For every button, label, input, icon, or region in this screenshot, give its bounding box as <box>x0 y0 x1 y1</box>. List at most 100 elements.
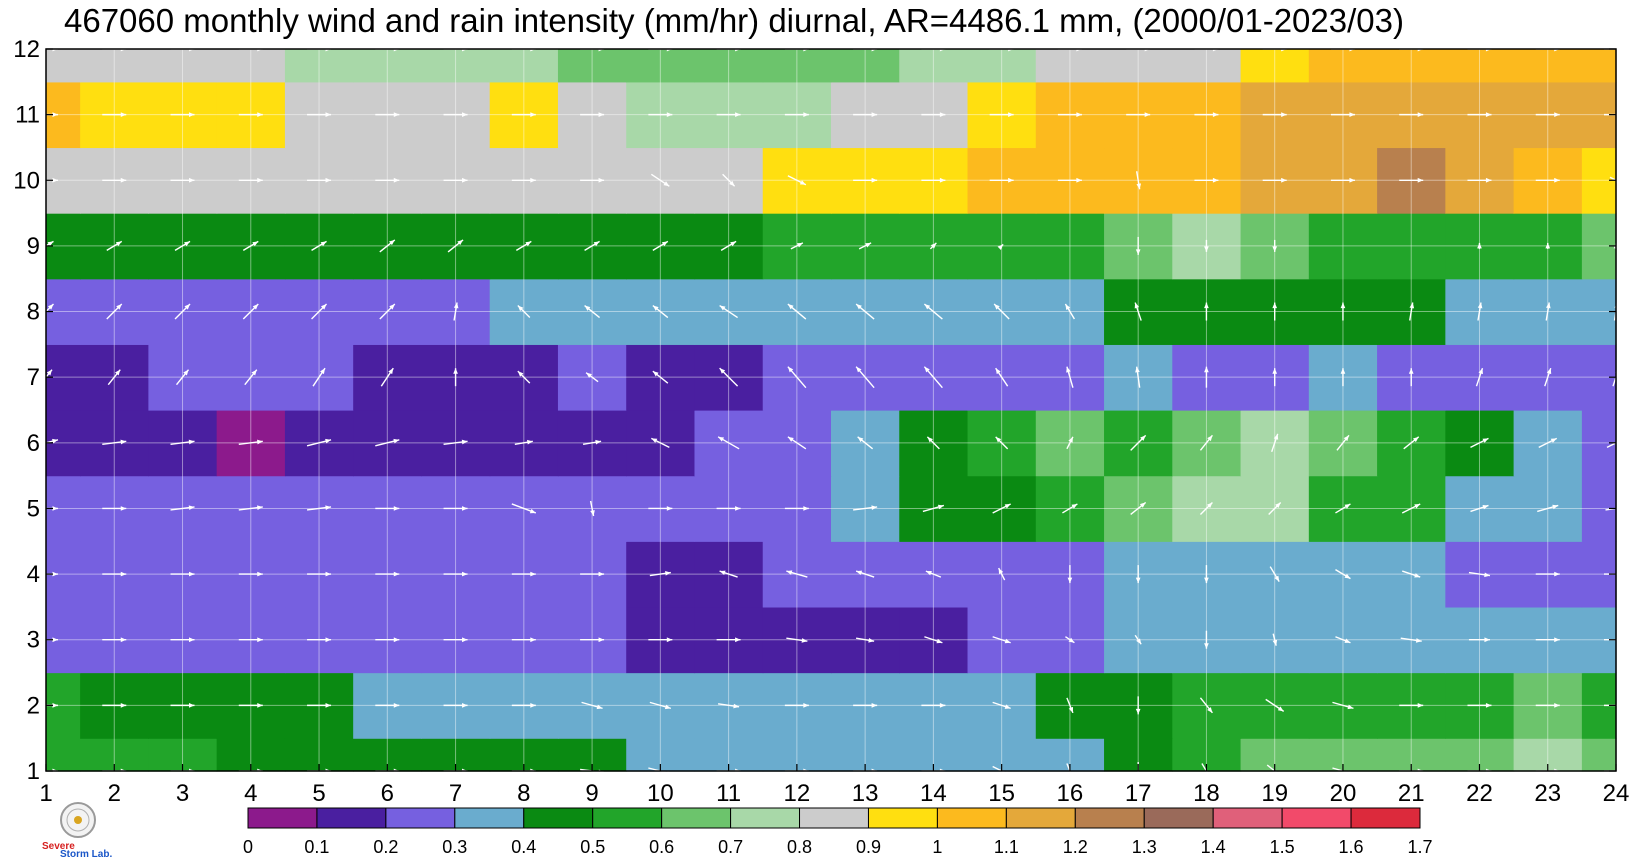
intensity-cell <box>1308 49 1378 83</box>
y-tick-label: 8 <box>27 299 40 326</box>
wind-vector <box>716 637 741 643</box>
wind-vector <box>1535 112 1560 117</box>
wind-vector <box>853 177 878 183</box>
wind-vector <box>380 367 394 387</box>
wind-vector <box>1477 302 1483 321</box>
wind-vector <box>1399 703 1424 708</box>
wind-vector <box>238 571 263 577</box>
colorbar-swatch <box>1212 807 1283 829</box>
wind-vector <box>102 439 127 446</box>
wind-vector <box>993 303 1010 320</box>
colorbar-label: 0.3 <box>442 837 467 857</box>
wind-vector <box>1475 367 1484 387</box>
wind-vector <box>306 505 332 511</box>
wind-vector <box>1057 177 1082 183</box>
wind-vector <box>716 506 741 511</box>
wind-vector <box>307 703 332 708</box>
y-tick-label: 7 <box>27 364 40 391</box>
wind-vector <box>1066 697 1074 714</box>
chart-title: 467060 monthly wind and rain intensity (… <box>64 2 1404 39</box>
wind-vector <box>1126 112 1151 117</box>
wind-vector <box>511 637 536 643</box>
intensity-cell <box>421 49 491 83</box>
wind-vector <box>238 177 263 183</box>
wind-vector <box>379 239 396 253</box>
wind-vector <box>652 370 669 384</box>
x-tick-label: 12 <box>784 780 811 807</box>
wind-vector <box>786 637 808 643</box>
wind-vector <box>857 436 874 450</box>
intensity-cell <box>967 49 1037 83</box>
wind-vector <box>716 112 741 117</box>
wind-vector <box>925 570 942 578</box>
wind-vector <box>170 439 195 446</box>
x-tick-label: 16 <box>1057 780 1084 807</box>
wind-vector <box>515 240 532 252</box>
wind-vector <box>1262 112 1287 117</box>
x-tick-label: 2 <box>108 780 121 807</box>
intensity-cell <box>80 49 149 83</box>
wind-vector <box>580 177 605 183</box>
logo-text-bottom: Storm Lab. <box>60 849 112 858</box>
wind-vector <box>989 177 1014 183</box>
wind-vector <box>1194 177 1219 183</box>
x-tick-label: 5 <box>312 780 325 807</box>
wind-vector <box>238 505 263 511</box>
wind-vector <box>853 505 878 511</box>
wind-vector <box>1330 112 1355 117</box>
intensity-cell <box>1240 49 1310 83</box>
intensity-cell <box>1581 738 1617 772</box>
intensity-cell <box>1035 213 1105 280</box>
wind-vector <box>787 175 807 186</box>
colorbar-label: 1.4 <box>1201 837 1226 857</box>
intensity-cell <box>1377 49 1446 83</box>
severe-storm-lab-logo: Severe Storm Lab. <box>38 800 118 860</box>
wind-vector <box>921 177 946 183</box>
x-tick-label: 18 <box>1193 780 1220 807</box>
colorbar-label: 0.1 <box>304 837 329 857</box>
colorbar-swatch <box>523 807 594 829</box>
wind-vector <box>1271 433 1279 453</box>
intensity-cell <box>284 49 354 83</box>
wind-vector <box>242 303 259 320</box>
wind-vector <box>1199 434 1213 451</box>
wind-vector <box>784 703 809 708</box>
wind-vector <box>790 242 804 250</box>
intensity-cell <box>1445 49 1515 83</box>
wind-vector <box>307 571 332 577</box>
wind-vector <box>924 636 943 644</box>
colorbar-label: 1.2 <box>1063 837 1088 857</box>
wind-vector <box>1130 501 1147 516</box>
x-axis: 1 2 3 4 5 6 7 8 9 10 11 12 13 14 15 16 17 18 19 20 21 22 23 24 <box>39 764 1629 807</box>
wind-vector <box>102 703 127 708</box>
colorbar-label: 0.2 <box>373 837 398 857</box>
wind-vector <box>582 439 602 446</box>
grid-layer <box>45 48 1617 772</box>
colorbar-label: 0.8 <box>787 837 812 857</box>
wind-vector <box>375 506 400 511</box>
wind-vector <box>651 437 670 448</box>
wind-vector <box>1272 633 1278 646</box>
wind-vector <box>1065 636 1075 644</box>
x-tick-label: 9 <box>585 780 598 807</box>
colorbar-swatch <box>1281 807 1352 829</box>
wind-vector <box>922 504 945 513</box>
wind-vector <box>1262 177 1287 183</box>
wind-vector <box>1403 436 1420 450</box>
wind-vector <box>375 703 400 708</box>
wind-vector <box>175 369 190 386</box>
intensity-cell <box>1581 49 1617 83</box>
wind-vector <box>992 503 1011 514</box>
wind-vector <box>584 240 600 252</box>
colorbar-label: 0.4 <box>511 837 536 857</box>
wind-vector <box>238 703 263 708</box>
intensity-cell <box>1104 49 1173 83</box>
colorbar-label: 1.7 <box>1407 837 1432 857</box>
wind-vector <box>1199 697 1213 714</box>
y-tick-label: 1 <box>27 758 40 785</box>
colorbar-swatch <box>1074 807 1145 829</box>
wind-vector <box>1135 565 1141 584</box>
wind-vector <box>995 367 1009 387</box>
wind-vector <box>1544 367 1552 387</box>
y-tick-label: 3 <box>27 627 40 654</box>
